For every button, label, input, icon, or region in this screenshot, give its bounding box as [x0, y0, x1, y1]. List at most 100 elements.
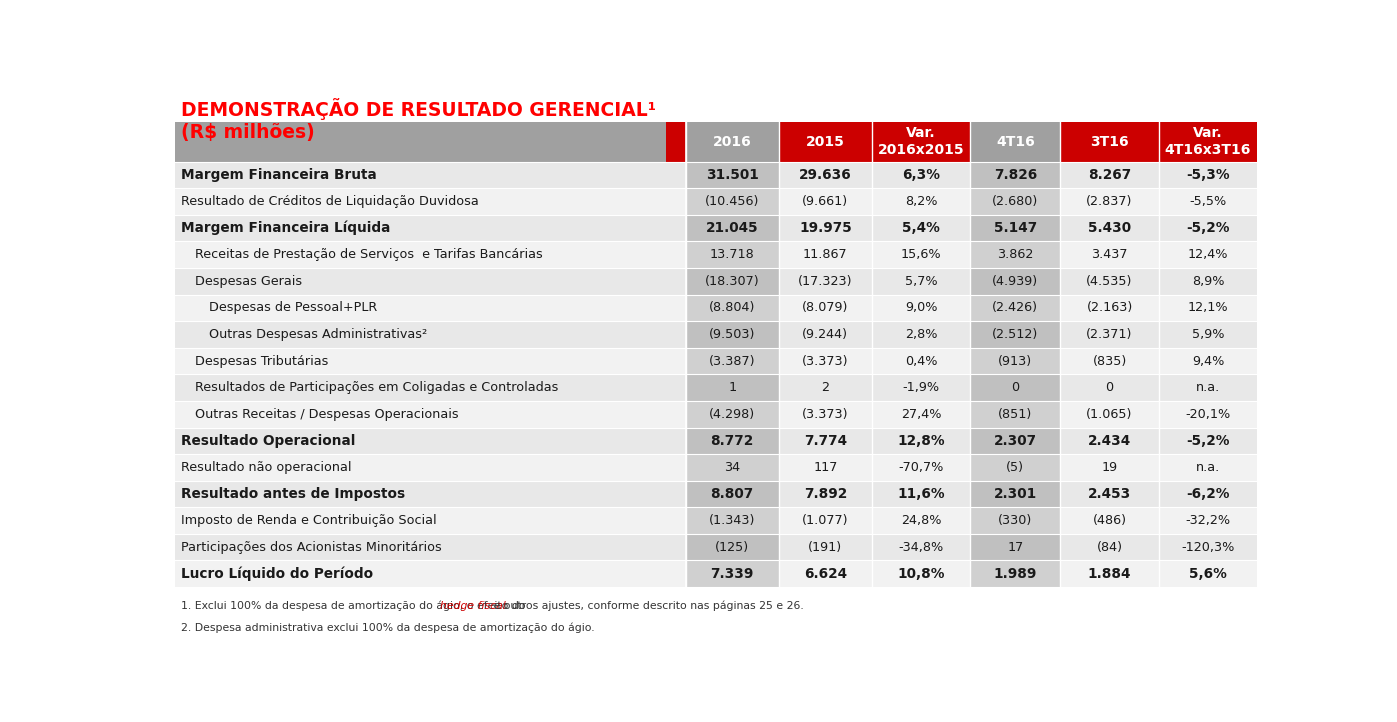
Text: 9,4%: 9,4%: [1192, 355, 1224, 367]
Text: Resultado não operacional: Resultado não operacional: [182, 461, 352, 474]
Text: Despesas de Pessoal+PLR: Despesas de Pessoal+PLR: [210, 301, 377, 314]
Text: (125): (125): [715, 541, 749, 554]
Text: (1.065): (1.065): [1087, 408, 1133, 421]
Bar: [1158, 427, 1257, 454]
Text: Outras Despesas Administrativas²: Outras Despesas Administrativas²: [210, 328, 427, 341]
Text: Resultados de Participações em Coligadas e Controladas: Resultados de Participações em Coligadas…: [196, 381, 559, 394]
Text: Var.
2016x2015: Var. 2016x2015: [877, 126, 964, 157]
Bar: [778, 427, 872, 454]
Bar: [175, 560, 686, 587]
Bar: [971, 241, 1060, 268]
Bar: [872, 481, 971, 508]
Bar: [872, 348, 971, 374]
Text: -1,9%: -1,9%: [902, 381, 940, 394]
Text: 12,8%: 12,8%: [897, 434, 944, 448]
Text: 29.636: 29.636: [799, 168, 852, 182]
Bar: [1060, 162, 1158, 188]
Text: -32,2%: -32,2%: [1186, 514, 1231, 527]
Text: (2.163): (2.163): [1087, 301, 1133, 314]
Bar: [1158, 534, 1257, 560]
Bar: [1158, 374, 1257, 401]
Bar: [175, 122, 686, 162]
Text: 3.862: 3.862: [997, 248, 1034, 261]
Bar: [175, 534, 686, 560]
Bar: [872, 162, 971, 188]
Bar: [686, 401, 778, 427]
Bar: [778, 122, 872, 162]
Text: Receitas de Prestação de Serviços  e Tarifas Bancárias: Receitas de Prestação de Serviços e Tari…: [196, 248, 543, 261]
Bar: [175, 241, 686, 268]
Bar: [1158, 188, 1257, 215]
Text: (3.387): (3.387): [708, 355, 756, 367]
Text: 3.437: 3.437: [1091, 248, 1127, 261]
Text: (851): (851): [999, 408, 1032, 421]
Text: (10.456): (10.456): [705, 195, 760, 208]
Text: 0,4%: 0,4%: [905, 355, 937, 367]
Bar: [1060, 481, 1158, 508]
Bar: [778, 348, 872, 374]
Bar: [1060, 241, 1158, 268]
Bar: [686, 122, 778, 162]
Text: 1.989: 1.989: [993, 567, 1037, 580]
Text: Margem Financeira Bruta: Margem Financeira Bruta: [182, 168, 377, 182]
Bar: [175, 401, 686, 427]
Bar: [971, 508, 1060, 534]
Text: 8.267: 8.267: [1088, 168, 1132, 182]
Bar: [872, 508, 971, 534]
Bar: [1060, 427, 1158, 454]
Bar: [872, 534, 971, 560]
Bar: [1060, 188, 1158, 215]
Text: 8,9%: 8,9%: [1192, 275, 1224, 288]
Text: -5,5%: -5,5%: [1189, 195, 1227, 208]
Text: 13.718: 13.718: [710, 248, 754, 261]
Bar: [1158, 401, 1257, 427]
Text: 31.501: 31.501: [705, 168, 759, 182]
Bar: [971, 401, 1060, 427]
Bar: [1158, 454, 1257, 481]
Text: (330): (330): [999, 514, 1032, 527]
Text: -5,2%: -5,2%: [1186, 434, 1229, 448]
Text: 8,2%: 8,2%: [905, 195, 937, 208]
Text: 2.434: 2.434: [1088, 434, 1132, 448]
Text: 2015: 2015: [806, 135, 845, 149]
Text: -20,1%: -20,1%: [1186, 408, 1231, 421]
Text: Outras Receitas / Despesas Operacionais: Outras Receitas / Despesas Operacionais: [196, 408, 458, 421]
Bar: [872, 215, 971, 241]
Bar: [686, 268, 778, 295]
Text: 4T16: 4T16: [996, 135, 1035, 149]
Bar: [1158, 215, 1257, 241]
Text: 15,6%: 15,6%: [901, 248, 942, 261]
Bar: [971, 374, 1060, 401]
Text: (5): (5): [1006, 461, 1024, 474]
Text: -5,3%: -5,3%: [1186, 168, 1229, 182]
Text: -34,8%: -34,8%: [898, 541, 944, 554]
Bar: [872, 454, 971, 481]
Text: (486): (486): [1092, 514, 1126, 527]
Bar: [1158, 268, 1257, 295]
Text: 21.045: 21.045: [705, 221, 759, 235]
Bar: [175, 508, 686, 534]
Text: (9.661): (9.661): [802, 195, 848, 208]
Text: Resultado Operacional: Resultado Operacional: [182, 434, 355, 448]
Bar: [778, 241, 872, 268]
Bar: [971, 560, 1060, 587]
Text: 24,8%: 24,8%: [901, 514, 942, 527]
Text: 3T16: 3T16: [1090, 135, 1129, 149]
Text: 10,8%: 10,8%: [897, 567, 944, 580]
Bar: [1158, 162, 1257, 188]
Text: (R$ milhões): (R$ milhões): [182, 123, 314, 142]
Text: -120,3%: -120,3%: [1182, 541, 1235, 554]
Bar: [778, 454, 872, 481]
Text: (2.426): (2.426): [992, 301, 1038, 314]
Text: 12,4%: 12,4%: [1187, 248, 1228, 261]
Text: 5,9%: 5,9%: [1192, 328, 1224, 341]
Text: 27,4%: 27,4%: [901, 408, 942, 421]
Bar: [971, 122, 1060, 162]
Bar: [686, 508, 778, 534]
Bar: [1158, 560, 1257, 587]
Text: Resultado de Créditos de Liquidação Duvidosa: Resultado de Créditos de Liquidação Duvi…: [182, 195, 479, 208]
Bar: [1060, 560, 1158, 587]
Text: Var.
4T16x3T16: Var. 4T16x3T16: [1165, 126, 1252, 157]
Text: (9.244): (9.244): [802, 328, 848, 341]
Text: (191): (191): [809, 541, 842, 554]
